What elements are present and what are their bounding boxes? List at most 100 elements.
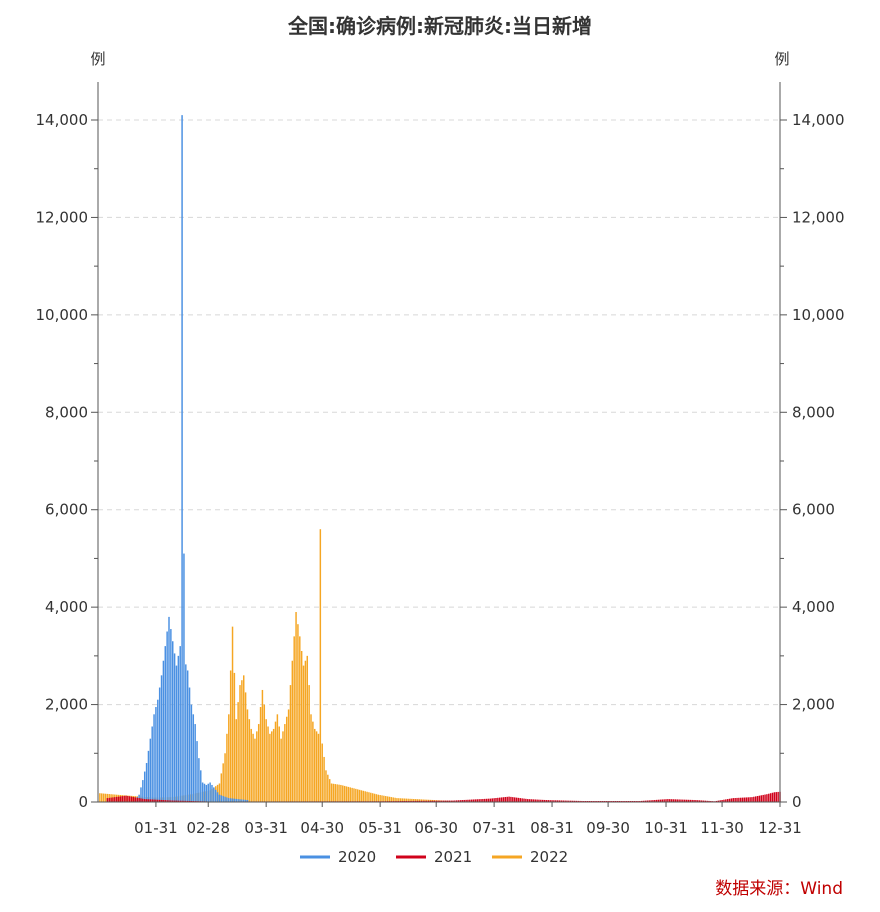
bar-2021 — [726, 799, 729, 802]
bar-2021 — [693, 799, 695, 802]
bar-2022 — [257, 724, 260, 802]
y-tick-label-left: 2,000 — [45, 696, 88, 714]
bar-2022 — [289, 685, 292, 802]
bar-2022 — [414, 799, 417, 802]
bar-2021 — [642, 800, 645, 802]
bar-2021 — [175, 800, 178, 802]
bar-2021 — [123, 795, 125, 802]
y-tick-label-right: 14,000 — [792, 111, 845, 129]
bar-2021 — [108, 797, 110, 802]
bar-2021 — [452, 800, 454, 802]
bar-2022 — [102, 793, 105, 802]
y-tick-label-right: 0 — [792, 793, 802, 811]
bar-2021 — [469, 799, 471, 802]
bar-2020 — [231, 798, 234, 802]
bar-2021 — [769, 793, 772, 802]
bar-2022 — [388, 796, 391, 802]
bar-2021 — [644, 800, 647, 802]
bar-2021 — [172, 800, 174, 802]
x-tick-label: 07-31 — [472, 819, 516, 837]
bar-2021 — [523, 798, 525, 802]
bar-2020 — [198, 758, 200, 802]
y-tick-label-right: 12,000 — [792, 208, 845, 226]
bar-2021 — [478, 799, 480, 802]
bar-2022 — [265, 719, 267, 802]
bar-2021 — [706, 800, 708, 802]
y-tick-label-left: 0 — [78, 793, 88, 811]
bar-2021 — [775, 792, 777, 802]
bar-2021 — [426, 800, 428, 802]
y-tick-label-right: 10,000 — [792, 306, 845, 324]
bar-2021 — [513, 797, 516, 802]
bar-2021 — [697, 800, 699, 802]
bar-2022 — [271, 731, 273, 802]
bar-2022 — [401, 798, 404, 802]
bar-2022 — [403, 798, 406, 802]
bar-2021 — [670, 799, 673, 802]
bar-2022 — [299, 636, 301, 802]
bar-2021 — [119, 796, 122, 802]
bar-2021 — [495, 798, 497, 802]
bar-2021 — [160, 799, 163, 802]
bar-2020 — [229, 798, 232, 802]
bar-2022 — [261, 689, 264, 802]
bar-2022 — [422, 799, 424, 802]
bar-2022 — [239, 685, 241, 802]
bar-2022 — [228, 714, 230, 802]
x-tick-label: 09-30 — [586, 819, 630, 837]
bar-2022 — [390, 797, 393, 802]
bar-2022 — [334, 784, 337, 802]
bar-2021 — [745, 797, 748, 802]
bar-2022 — [220, 773, 223, 802]
bar-2021 — [456, 800, 458, 802]
bar-2021 — [543, 799, 546, 802]
bar-2020 — [153, 714, 155, 802]
bar-2020 — [211, 784, 213, 802]
bar-2022 — [99, 793, 101, 802]
bar-2020 — [183, 553, 185, 802]
bar-2021 — [569, 800, 572, 802]
bar-2021 — [515, 797, 518, 802]
bar-2021 — [411, 800, 413, 802]
bar-2021 — [577, 800, 579, 802]
bar-2021 — [439, 800, 441, 802]
bar-2021 — [405, 800, 408, 802]
bar-2022 — [226, 733, 228, 802]
bar-2021 — [528, 799, 531, 802]
bar-2021 — [491, 798, 493, 802]
y-axis-unit-left: 例 — [90, 50, 105, 68]
chart-title: 全国:确诊病例:新冠肺炎:当日新增 — [287, 14, 592, 38]
bar-2022 — [353, 788, 355, 802]
bar-2021 — [743, 797, 746, 802]
bar-2022 — [420, 799, 422, 802]
bar-2022 — [252, 733, 254, 802]
bar-2021 — [652, 800, 654, 802]
bar-2021 — [758, 795, 761, 802]
bar-2022 — [274, 721, 277, 802]
bar-2022 — [327, 774, 329, 802]
bar-2021 — [738, 797, 740, 802]
bar-2021 — [127, 796, 129, 802]
y-tick-label-left: 4,000 — [45, 598, 88, 616]
bar-2021 — [672, 799, 675, 802]
bar-2021 — [145, 799, 148, 802]
bar-2021 — [678, 799, 680, 802]
bar-2021 — [433, 800, 436, 802]
bar-2022 — [287, 709, 290, 802]
bar-2022 — [308, 685, 310, 802]
bar-2021 — [143, 799, 146, 802]
x-tick-label: 08-31 — [530, 819, 574, 837]
bar-2020 — [190, 704, 193, 802]
bar-2021 — [115, 796, 118, 802]
bar-2021 — [482, 798, 484, 802]
bar-2021 — [441, 800, 443, 802]
x-tick-label: 05-31 — [358, 819, 402, 837]
bar-2021 — [461, 800, 464, 802]
bar-2021 — [740, 797, 742, 802]
bar-2021 — [551, 800, 553, 802]
bar-2021 — [413, 800, 415, 802]
bar-2022 — [381, 795, 383, 802]
bar-2021 — [454, 800, 456, 802]
bar-2021 — [420, 800, 422, 802]
bar-2022 — [332, 783, 335, 802]
